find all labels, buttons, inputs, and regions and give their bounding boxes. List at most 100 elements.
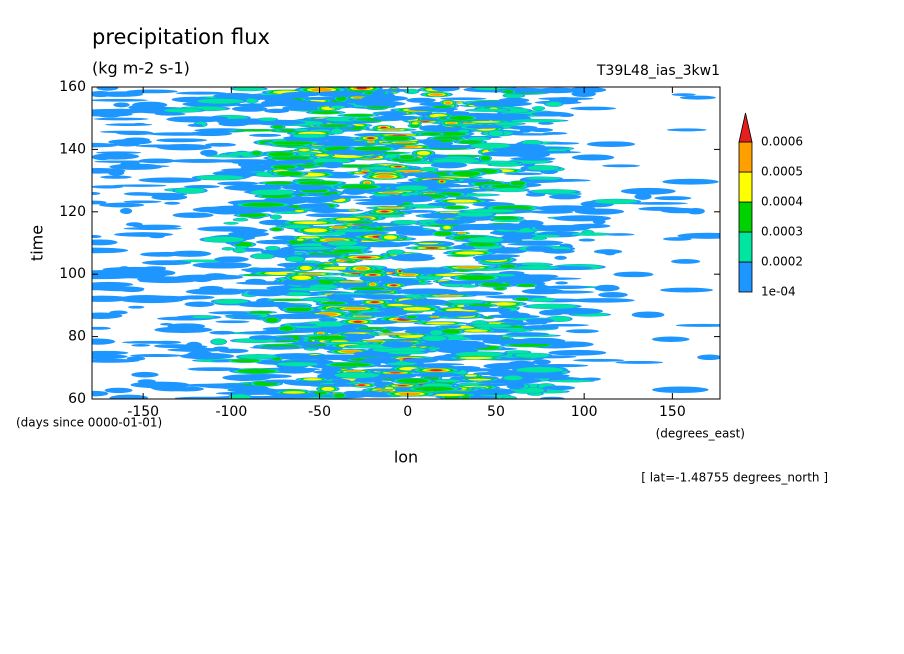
field-patch <box>353 198 412 202</box>
field-patch <box>527 165 559 171</box>
field-patch <box>431 311 480 317</box>
field-patch <box>361 95 408 102</box>
field-patch <box>491 113 532 117</box>
field-patch <box>550 379 592 383</box>
field-patch <box>427 144 473 149</box>
field-patch <box>381 329 391 333</box>
field-patch <box>462 209 516 213</box>
field-patch <box>502 90 514 94</box>
x-tick-label: 0 <box>403 404 412 420</box>
field-patch <box>392 220 418 225</box>
field-patch <box>330 128 344 135</box>
field-patch <box>92 353 128 360</box>
field-patch <box>458 140 483 144</box>
field-patch <box>357 327 385 330</box>
field-patch <box>266 100 328 107</box>
field-patch <box>248 133 282 137</box>
y-tick-label: 160 <box>59 79 86 95</box>
field-patch <box>311 111 340 114</box>
field-patch <box>454 251 485 255</box>
field-patch <box>92 390 109 397</box>
field-patch <box>366 137 375 140</box>
field-patch <box>272 141 314 145</box>
field-patch <box>405 326 440 329</box>
field-patch <box>510 156 556 161</box>
field-patch <box>163 108 202 113</box>
field-patch <box>246 98 258 104</box>
field-patch <box>321 161 344 169</box>
field-patch <box>394 141 414 144</box>
field-patch <box>352 241 410 248</box>
colorbar-label: 0.0004 <box>761 195 803 209</box>
field-patch <box>125 222 143 227</box>
field-patch <box>197 226 258 232</box>
field-patch <box>132 101 168 109</box>
field-patch <box>540 396 565 399</box>
colorbar-segment <box>738 171 753 203</box>
field-patch <box>503 172 544 176</box>
field-patch <box>220 168 263 172</box>
field-patch <box>574 208 625 215</box>
field-patch <box>282 292 312 296</box>
field-patch <box>628 202 688 205</box>
field-patch <box>240 233 264 237</box>
field-patch <box>231 106 268 112</box>
field-patch <box>369 282 376 286</box>
field-patch <box>365 106 390 109</box>
field-patch <box>446 291 504 296</box>
field-patch <box>235 103 281 107</box>
field-patch <box>531 189 576 194</box>
field-patch <box>256 239 292 245</box>
field-patch <box>277 362 319 367</box>
field-patch <box>298 203 331 209</box>
field-patch <box>538 97 594 101</box>
field-patch <box>458 232 466 235</box>
field-patch <box>398 392 421 396</box>
field-patch <box>116 164 170 168</box>
field-patch <box>126 89 178 94</box>
field-patch <box>167 323 206 330</box>
field-patch <box>356 256 372 259</box>
field-patch <box>138 158 176 164</box>
field-patch <box>92 350 129 355</box>
y-tick-label: 100 <box>59 266 86 282</box>
field-patch <box>527 304 578 309</box>
field-patch <box>250 189 295 196</box>
field-patch <box>463 334 504 339</box>
field-patch <box>168 386 204 392</box>
field-patch <box>96 87 119 91</box>
field-patch <box>534 284 550 291</box>
field-patch <box>457 275 495 281</box>
field-patch <box>321 386 335 391</box>
field-patch <box>319 124 350 128</box>
field-patch <box>425 247 439 249</box>
field-patch <box>92 295 130 302</box>
field-patch <box>174 187 206 194</box>
field-patch <box>100 175 132 179</box>
field-patch <box>467 108 508 112</box>
field-patch <box>92 200 107 205</box>
field-patch <box>444 101 452 105</box>
field-patch <box>355 201 405 206</box>
field-patch <box>344 336 364 342</box>
field-patch <box>677 232 720 239</box>
field-patch <box>534 224 591 232</box>
field-patch <box>305 213 354 218</box>
field-patch <box>127 305 145 309</box>
field-patch <box>345 221 373 224</box>
field-patch <box>129 354 183 358</box>
field-patch <box>465 125 504 129</box>
field-patch <box>515 297 530 301</box>
field-patch <box>172 212 214 218</box>
field-patch <box>434 231 453 236</box>
field-patch <box>531 111 571 117</box>
chart-title: precipitation flux <box>92 25 270 49</box>
field-patch <box>404 89 419 94</box>
field-patch <box>634 193 652 200</box>
field-patch <box>318 317 338 322</box>
field-patch <box>196 98 244 104</box>
field-patch <box>315 90 362 98</box>
field-patch <box>526 176 561 181</box>
field-patch <box>315 154 330 157</box>
